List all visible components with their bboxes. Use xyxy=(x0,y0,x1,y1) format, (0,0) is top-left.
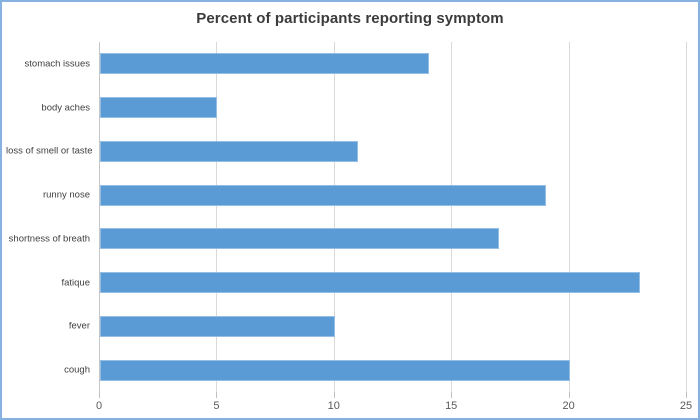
bar-shortness-of-breath xyxy=(100,228,500,250)
bar-cough xyxy=(100,359,570,381)
category-label: cough xyxy=(64,364,90,376)
category-label: fever xyxy=(68,320,90,332)
tick-mark-15 xyxy=(451,392,453,398)
bar-stomach-issues xyxy=(100,53,429,75)
tick-mark-25 xyxy=(686,392,687,398)
gridline-15 xyxy=(451,42,453,392)
category-label: stomach issues xyxy=(24,58,90,70)
gridline-5 xyxy=(216,42,218,392)
tick-mark-10 xyxy=(333,392,335,398)
x-tick-label: 25 xyxy=(679,400,693,412)
bar-runny-nose xyxy=(100,184,547,206)
x-tick-label: 15 xyxy=(445,400,458,412)
bar-loss-of-smell-or-taste xyxy=(100,140,359,162)
bar-body-aches xyxy=(100,97,218,119)
x-tick-label: 10 xyxy=(327,400,340,412)
value-axis-line xyxy=(99,42,100,392)
category-label: runny nose xyxy=(42,189,90,201)
gridline-25 xyxy=(686,42,687,392)
gridline-20 xyxy=(568,42,570,392)
x-tick-label: 5 xyxy=(213,400,220,412)
tick-mark-0 xyxy=(99,392,100,398)
bar-fever xyxy=(100,315,335,337)
x-tick-label: 20 xyxy=(562,400,575,412)
category-label: body aches xyxy=(41,102,90,114)
category-label: fatique xyxy=(61,277,90,289)
category-label: loss of smell or taste xyxy=(6,145,93,157)
bar-fatique xyxy=(100,272,641,294)
tick-mark-20 xyxy=(568,392,570,398)
gridline-10 xyxy=(333,42,335,392)
tick-mark-5 xyxy=(216,392,218,398)
x-tick-label: 0 xyxy=(95,400,103,412)
chart-title: Percent of participants reporting sympto… xyxy=(196,10,504,27)
category-label: shortness of breath xyxy=(8,233,90,245)
